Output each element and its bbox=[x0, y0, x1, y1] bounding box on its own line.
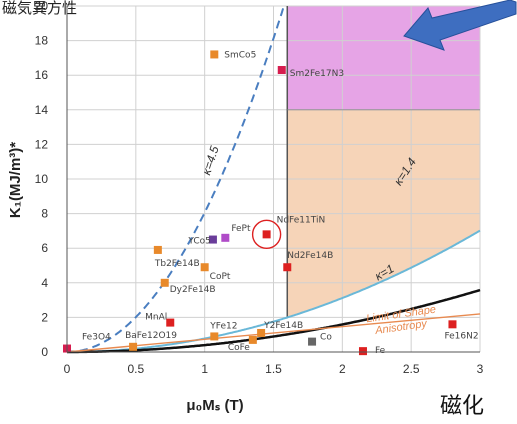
data-point bbox=[210, 50, 219, 59]
data-point-label: SmCo5 bbox=[224, 50, 256, 60]
data-point bbox=[277, 66, 286, 75]
y-tick-label: 6 bbox=[41, 241, 48, 255]
y-tick-label: 20 bbox=[35, 0, 49, 13]
data-point-label: Co bbox=[320, 333, 332, 343]
top-label: 磁気異方性 bbox=[2, 0, 77, 17]
data-point bbox=[166, 318, 175, 327]
y-axis-title: K₁(MJ/m³)* bbox=[7, 142, 24, 218]
data-point bbox=[208, 235, 217, 244]
x-tick-label: 0 bbox=[64, 362, 71, 376]
data-point bbox=[248, 335, 257, 344]
data-point bbox=[210, 332, 219, 341]
data-point bbox=[262, 230, 271, 239]
data-point bbox=[153, 245, 162, 254]
x-axis-title: μ₀Mₛ (T) bbox=[186, 397, 243, 414]
y-tick-label: 10 bbox=[35, 172, 49, 186]
arrow-shape bbox=[403, 0, 517, 51]
data-point-label: Y2Fe14B bbox=[263, 321, 303, 331]
data-point-label: CoPt bbox=[210, 272, 231, 282]
data-point-label: FePt bbox=[231, 224, 251, 234]
x-tick-label: 1 bbox=[201, 362, 208, 376]
x-tick-label: 2.5 bbox=[403, 362, 420, 376]
y-tick-label: 0 bbox=[41, 345, 48, 359]
data-point-label: YCo5 bbox=[187, 237, 211, 247]
data-point bbox=[448, 320, 457, 329]
data-point-label: MnAl bbox=[145, 313, 167, 323]
corner-label: 磁化 bbox=[440, 394, 485, 419]
y-tick-label: 8 bbox=[41, 207, 48, 221]
point-layer bbox=[63, 50, 457, 356]
axes-layer: 0 0.5 1 1.5 2 2.5 3 0 2 4 6 8 10 12 14 16 18 20 μ₀Mₛ (T) K₁… bbox=[7, 0, 484, 414]
data-point-label: Nd2Fe14B bbox=[287, 251, 333, 261]
x-tick-label: 1.5 bbox=[265, 362, 282, 376]
y-tick-label: 2 bbox=[41, 310, 48, 324]
x-tick-label: 3 bbox=[477, 362, 484, 376]
arrow bbox=[403, 0, 517, 51]
y-tick-label: 18 bbox=[35, 34, 49, 48]
data-point bbox=[129, 342, 138, 351]
highlight-circle bbox=[251, 219, 282, 250]
curve-label: κ=4.5 bbox=[199, 144, 222, 177]
data-point bbox=[308, 337, 317, 346]
data-point bbox=[283, 263, 292, 272]
x-tick-label: 0.5 bbox=[127, 362, 144, 376]
y-tick-label: 16 bbox=[35, 68, 49, 82]
data-point-label: Fe3O4 bbox=[82, 333, 111, 343]
data-point-label: Fe bbox=[375, 346, 386, 356]
data-point-label: Sm2Fe17N3 bbox=[290, 69, 344, 79]
y-tick-label: 12 bbox=[35, 137, 49, 151]
data-point bbox=[257, 328, 266, 337]
data-point-label: NdFe11TiN bbox=[277, 215, 326, 225]
data-point-label: Dy2Fe14B bbox=[170, 285, 216, 295]
x-tick-label: 2 bbox=[339, 362, 346, 376]
data-point-label: CoFe bbox=[228, 343, 250, 353]
data-point-label: Fe16N2 bbox=[444, 331, 478, 341]
data-point bbox=[160, 278, 169, 287]
y-tick-label: 4 bbox=[41, 276, 48, 290]
data-point bbox=[200, 263, 209, 272]
data-point bbox=[221, 233, 230, 242]
data-point bbox=[358, 347, 367, 356]
y-tick-label: 14 bbox=[35, 103, 49, 117]
data-point-label: YFe12 bbox=[209, 321, 237, 331]
data-point-label: BaFe12O19 bbox=[125, 331, 177, 341]
data-point-label: Tb2Fe14B bbox=[154, 259, 200, 269]
curve-kappa-0 bbox=[67, 8, 285, 353]
